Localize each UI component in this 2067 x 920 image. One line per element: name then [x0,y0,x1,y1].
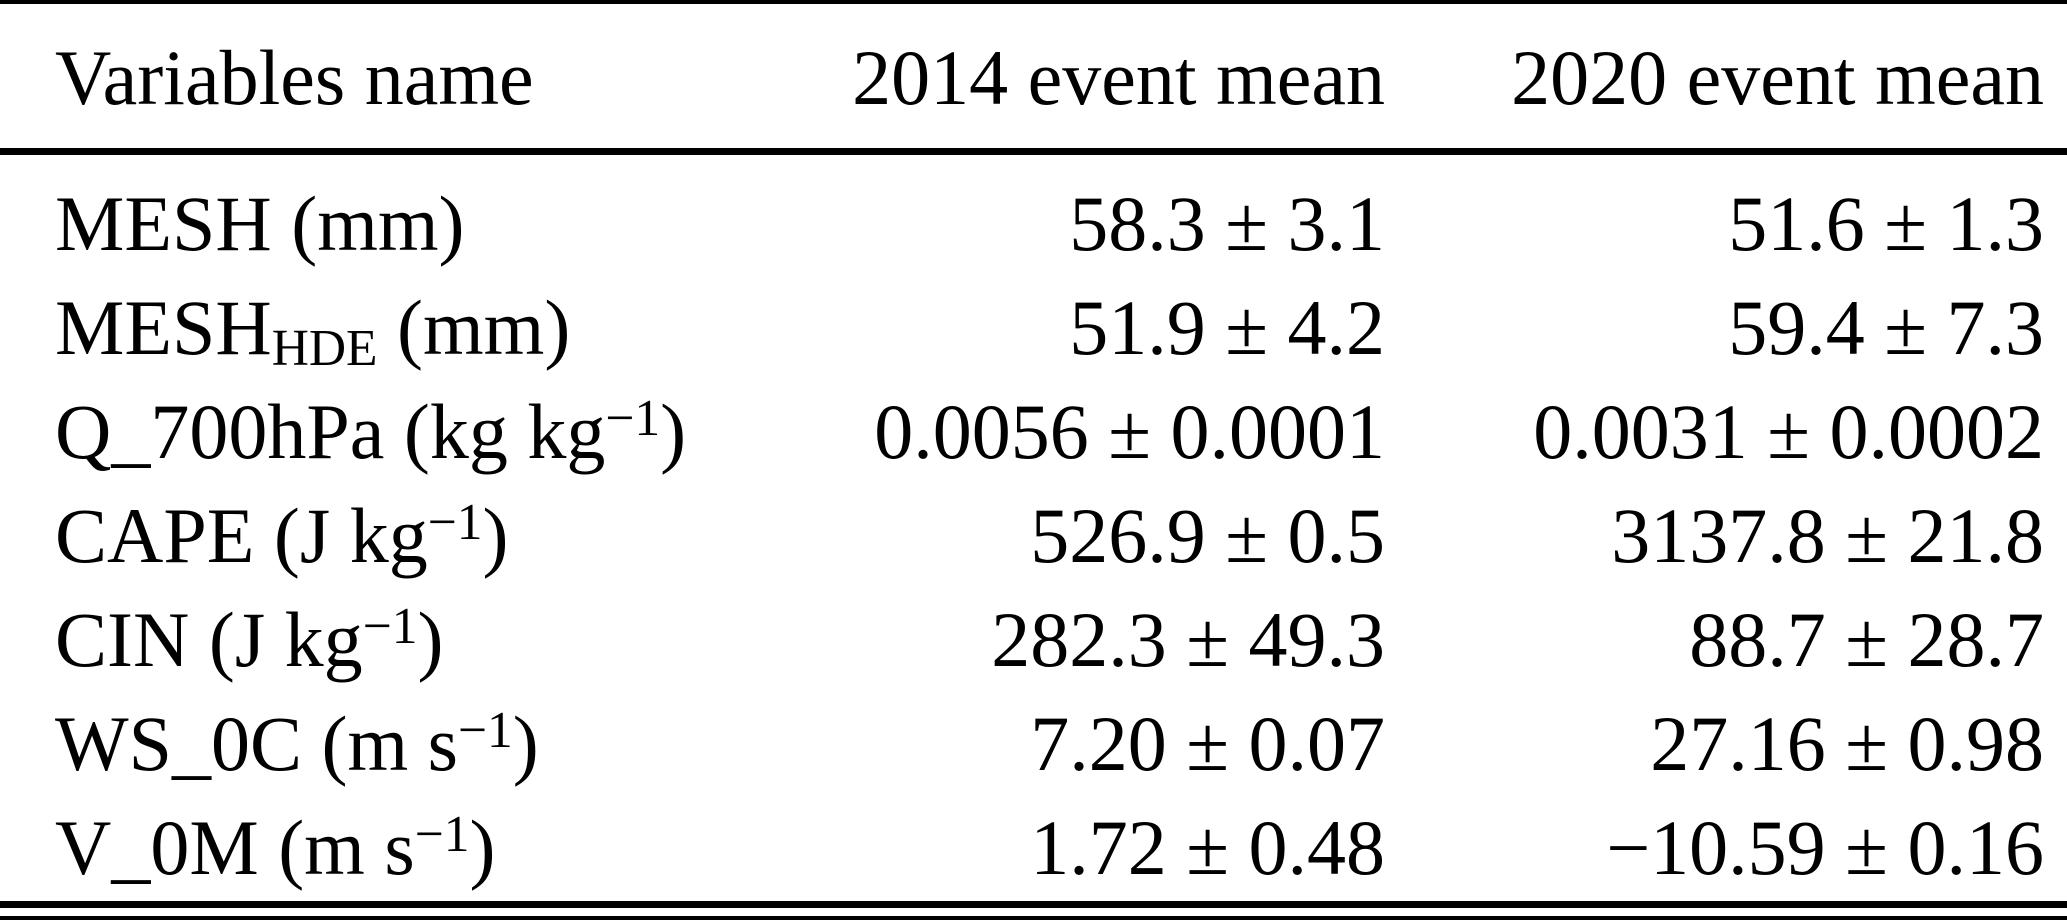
table-row: V_0M (m s−1) 1.72 ± 0.48 −10.59 ± 0.16 [0,796,2067,900]
mean-2020-cell: 88.7 ± 28.7 [1689,596,2044,683]
variable-name-cell: CIN (J kg−1) [0,601,715,679]
variable-name-cell: MESHHDE (mm) [0,289,715,375]
variable-name-cell: V_0M (m s−1) [0,809,715,887]
column-header-variables-name: Variables name [55,34,534,121]
variable-name-cell: CAPE (J kg−1) [0,497,715,575]
variable-unit-close: ) [482,492,509,579]
unit-exponent: −1 [458,701,513,759]
variable-unit: (kg kg [384,388,606,475]
variable-unit: (m s [302,700,459,787]
mean-2014-cell: 7.20 ± 0.07 [1030,700,1385,787]
variable-unit-close: ) [417,596,444,683]
variable-base: MESH [55,284,272,371]
table-rule-bottom-thin [0,916,2067,920]
variable-unit-close: ) [469,804,496,891]
variable-unit: (mm [377,284,545,371]
mean-2014-cell: 0.0056 ± 0.0001 [874,388,1385,475]
column-header-2020-event-mean: 2020 event mean [1511,34,2044,121]
mean-2014-cell: 282.3 ± 49.3 [991,596,1385,683]
variable-unit-close: ) [544,284,571,371]
unit-exponent: −1 [362,597,418,655]
mean-2014-cell: 51.9 ± 4.2 [1069,284,1385,371]
mean-2014-cell: 526.9 ± 0.5 [1030,492,1385,579]
mean-2014-cell: 1.72 ± 0.48 [1030,804,1385,891]
variable-unit-close: ) [438,180,465,267]
mean-2020-cell: 0.0031 ± 0.0002 [1533,388,2044,475]
column-header-2014-event-mean: 2014 event mean [852,34,1385,121]
table-rule-header-divider [0,148,2067,155]
variable-unit: (J kg [189,596,363,683]
table-row: MESH (mm) 58.3 ± 3.1 51.6 ± 1.3 [0,172,2067,276]
mean-2014-cell: 58.3 ± 3.1 [1069,180,1385,267]
table-header-row: Variables name 2014 event mean 2020 even… [0,8,2067,148]
table-rule-top [0,0,2067,4]
mean-2020-cell: 27.16 ± 0.98 [1650,700,2044,787]
variable-subscript: HDE [271,320,378,378]
mean-2020-cell: 59.4 ± 7.3 [1728,284,2044,371]
unit-exponent: −1 [427,493,483,551]
variable-unit: (J kg [254,492,428,579]
variable-name-cell: WS_0C (m s−1) [0,705,715,783]
table-row: Q_700hPa (kg kg−1) 0.0056 ± 0.0001 0.003… [0,380,2067,484]
variable-base: MESH [55,180,272,267]
variable-base: CAPE [55,492,255,579]
variable-unit: (mm [271,180,439,267]
unit-exponent: −1 [414,805,470,863]
variable-base: CIN [55,596,190,683]
variable-unit-close: ) [660,388,687,475]
mean-2020-cell: −10.59 ± 0.16 [1606,804,2044,891]
variable-name-cell: Q_700hPa (kg kg−1) [0,393,715,471]
variable-base: Q_700hPa [55,388,385,475]
variable-unit-close: ) [512,700,539,787]
variable-unit: (m s [258,804,415,891]
table-row: CAPE (J kg−1) 526.9 ± 0.5 3137.8 ± 21.8 [0,484,2067,588]
table-body: MESH (mm) 58.3 ± 3.1 51.6 ± 1.3 MESHHDE … [0,172,2067,900]
variable-base: V_0M [55,804,259,891]
mean-2020-cell: 51.6 ± 1.3 [1728,180,2044,267]
variable-name-cell: MESH (mm) [0,185,715,263]
unit-exponent: −1 [605,389,661,447]
variable-base: WS_0C [55,700,303,787]
table-rule-bottom-thick [0,901,2067,908]
table-row: WS_0C (m s−1) 7.20 ± 0.07 27.16 ± 0.98 [0,692,2067,796]
table-row: MESHHDE (mm) 51.9 ± 4.2 59.4 ± 7.3 [0,276,2067,380]
mean-2020-cell: 3137.8 ± 21.8 [1611,492,2044,579]
table-row: CIN (J kg−1) 282.3 ± 49.3 88.7 ± 28.7 [0,588,2067,692]
